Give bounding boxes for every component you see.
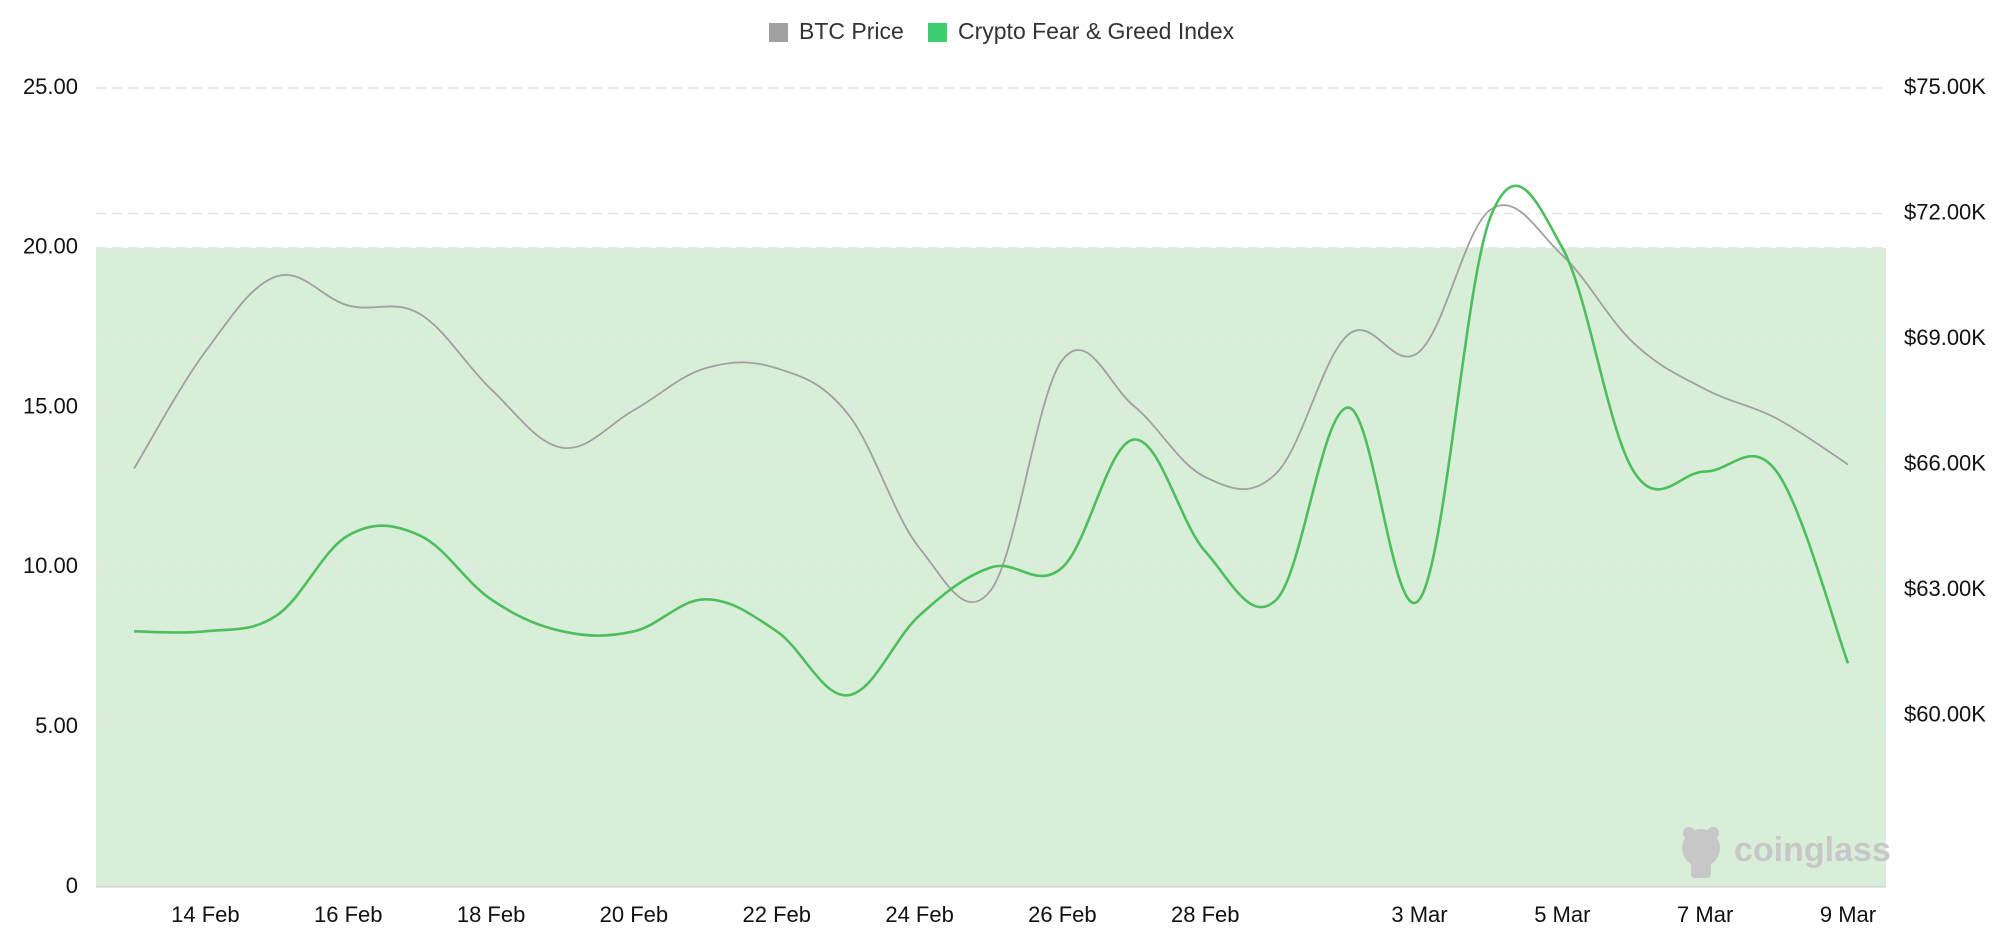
y-left-tick-label: 0 [66, 873, 78, 898]
y-left-tick-label: 20.00 [23, 234, 78, 259]
y-left-tick-label: 5.00 [35, 713, 78, 738]
x-tick-label: 9 Mar [1820, 902, 1876, 927]
y-right-tick-label: $72.00K [1904, 199, 1986, 224]
legend: BTC Price Crypto Fear & Greed Index [769, 18, 1235, 44]
x-tick-label: 24 Feb [885, 902, 954, 927]
coinglass-logo-ear-right [1707, 827, 1719, 839]
x-tick-label: 26 Feb [1028, 902, 1097, 927]
y-right-tick-label: $63.00K [1904, 576, 1986, 601]
legend-label-btc-price: BTC Price [799, 18, 904, 44]
x-tick-label: 5 Mar [1534, 902, 1590, 927]
y-left-tick-label: 25.00 [23, 74, 78, 99]
x-tick-label: 22 Feb [743, 902, 812, 927]
coinglass-logo-icon [1682, 829, 1720, 867]
legend-label-fear-greed-index: Crypto Fear & Greed Index [958, 18, 1235, 44]
x-tick-label: 28 Feb [1171, 902, 1240, 927]
x-tick-label: 20 Feb [600, 902, 669, 927]
x-tick-label: 14 Feb [171, 902, 240, 927]
x-tick-label: 3 Mar [1391, 902, 1447, 927]
coinglass-logo-legs [1691, 862, 1711, 878]
y-right-tick-label: $69.00K [1904, 325, 1986, 350]
series-line-btc-price [133, 204, 1849, 604]
y-right-tick-label: $66.00K [1904, 450, 1986, 475]
legend-swatch-fear-greed-index [928, 23, 947, 42]
legend-swatch-btc-price [769, 23, 788, 42]
series-line-fear-greed-index [133, 184, 1850, 697]
y-right-tick-label: $60.00K [1904, 701, 1986, 726]
y-left-tick-label: 15.00 [23, 393, 78, 418]
y-right-tick-label: $75.00K [1904, 74, 1986, 99]
legend-item-btc-price[interactable]: BTC Price [769, 18, 904, 44]
watermark-text: coinglass [1734, 831, 1891, 869]
watermark: coinglass [1682, 827, 1891, 878]
x-tick-label: 7 Mar [1677, 902, 1733, 927]
y-left-tick-label: 10.00 [23, 553, 78, 578]
x-tick-label: 16 Feb [314, 902, 383, 927]
coinglass-logo-ear-left [1683, 827, 1695, 839]
legend-item-fear-greed-index[interactable]: Crypto Fear & Greed Index [928, 18, 1235, 44]
x-tick-label: 18 Feb [457, 902, 526, 927]
